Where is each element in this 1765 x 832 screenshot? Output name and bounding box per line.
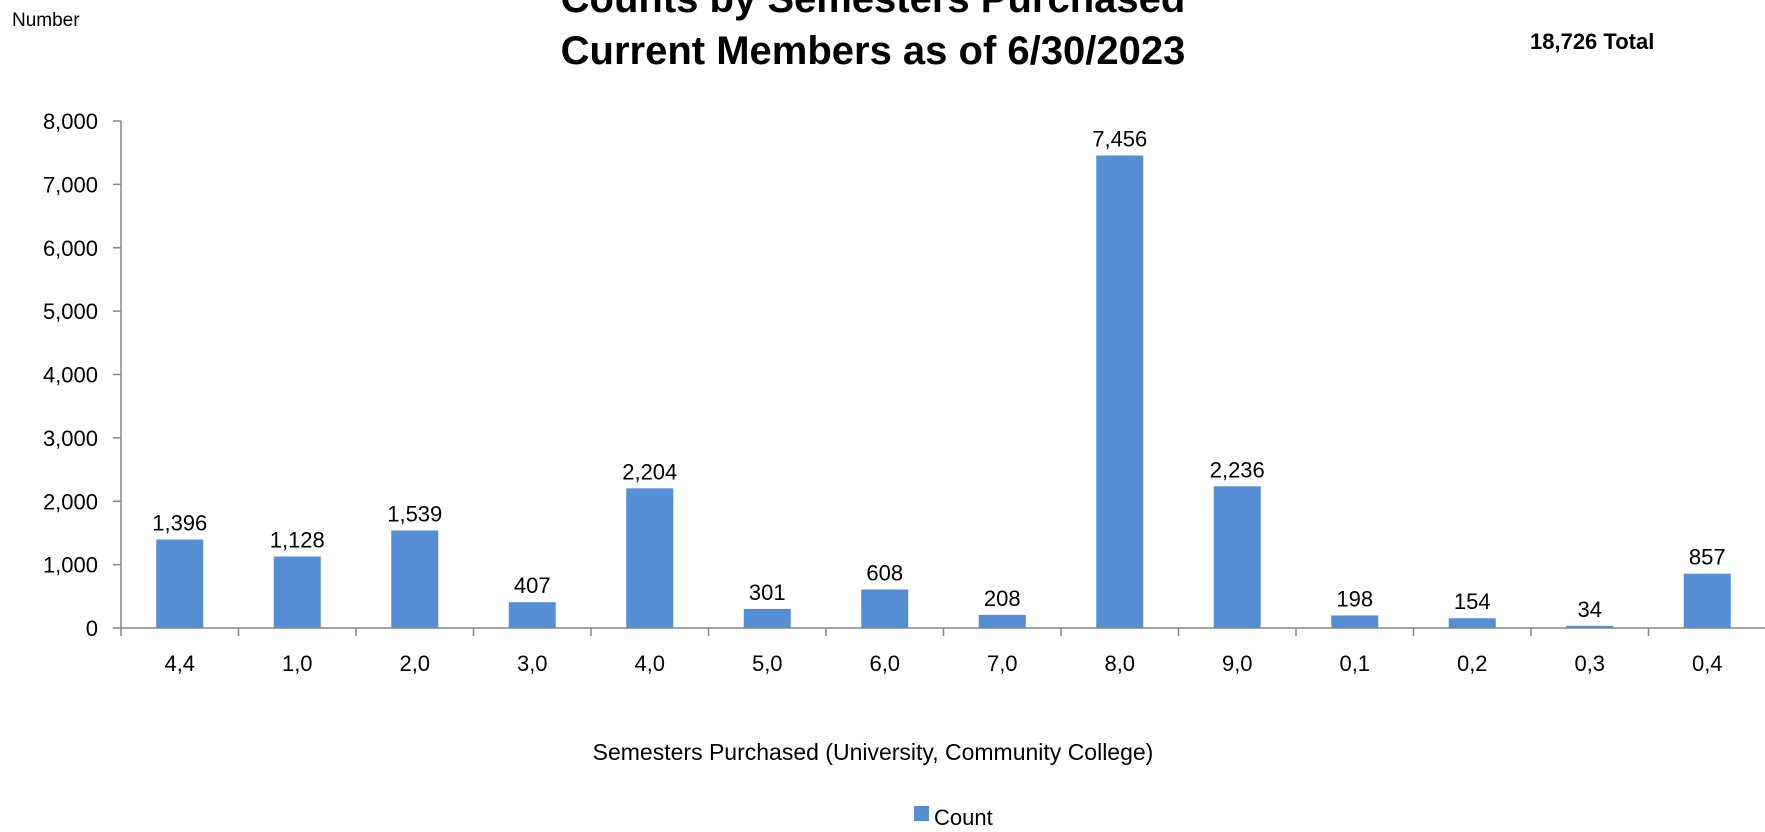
x-tick-label: 3,0 — [517, 651, 548, 676]
bar — [156, 539, 204, 628]
x-axis: 4,4 1,0 2,0 3,0 4,0 5,0 6,0 7,0 8,0 9,0 0,1 0,2 0,3 0… — [120, 627, 1765, 676]
x-tick-label: 5,0 — [752, 651, 783, 676]
y-tick-label: 1,000 — [43, 553, 98, 578]
bar-series — [156, 155, 1731, 628]
x-tick-label: 8,0 — [1104, 651, 1135, 676]
chart-title-line1: Counts by Semesters Purchased — [561, 0, 1186, 21]
bar-value-label: 1,396 — [152, 511, 207, 536]
bar — [273, 556, 321, 628]
bar-value-label: 198 — [1336, 586, 1373, 611]
bar-value-label: 2,204 — [622, 459, 677, 484]
bar-value-label: 154 — [1454, 589, 1491, 614]
bar-value-label: 1,539 — [387, 501, 442, 526]
x-tick-label: 0,1 — [1339, 651, 1370, 676]
y-tick-label: 8,000 — [43, 109, 98, 134]
legend-swatch — [914, 806, 929, 821]
x-tick-label: 2,0 — [399, 651, 430, 676]
bar-value-label: 2,236 — [1210, 457, 1265, 482]
legend: Count — [914, 805, 993, 830]
bar — [391, 530, 439, 628]
total-label: 18,726 Total — [1530, 29, 1654, 54]
y-tick-label: 7,000 — [43, 172, 98, 197]
y-tick-label: 5,000 — [43, 299, 98, 324]
bar — [743, 608, 791, 628]
bar-value-label: 857 — [1689, 545, 1726, 570]
x-tick-label: 7,0 — [987, 651, 1018, 676]
bar — [1213, 486, 1261, 628]
bar-value-label: 34 — [1578, 597, 1602, 622]
data-labels: 1,396 1,128 1,539 407 2,204 301 608 208 7,456 2,2… — [152, 126, 1725, 621]
bar — [1683, 573, 1731, 628]
bar — [1566, 625, 1614, 628]
x-axis-label: Semesters Purchased (University, Communi… — [593, 739, 1154, 765]
x-tick-label: 0,3 — [1574, 651, 1605, 676]
y-tick-label: 4,000 — [43, 363, 98, 388]
x-tick-label: 1,0 — [282, 651, 313, 676]
x-tick-label: 0,4 — [1692, 651, 1723, 676]
x-tick-label: 0,2 — [1457, 651, 1488, 676]
y-tick-label: 3,000 — [43, 426, 98, 451]
bar-value-label: 1,128 — [270, 528, 325, 553]
y-tick-label: 0 — [86, 616, 98, 641]
bar-value-label: 407 — [514, 573, 551, 598]
bar — [861, 589, 909, 628]
bar-value-label: 7,456 — [1092, 126, 1147, 151]
chart-title: Counts by Semesters Purchased Current Me… — [561, 0, 1186, 73]
x-tick-label: 4,4 — [164, 651, 195, 676]
bar — [1448, 618, 1496, 628]
chart-title-line2: Current Members as of 6/30/2023 — [561, 29, 1186, 73]
y-tick-label: 6,000 — [43, 236, 98, 261]
legend-label: Count — [934, 805, 993, 830]
bar — [1331, 615, 1379, 628]
bar-value-label: 608 — [866, 560, 903, 585]
bar — [1096, 155, 1144, 628]
bar — [508, 602, 556, 628]
bar-value-label: 208 — [984, 586, 1021, 611]
y-axis: 0 1,000 2,000 3,000 4,000 5,000 6,000 7,000 8,00… — [43, 109, 122, 641]
bar — [626, 488, 674, 628]
bar-value-label: 301 — [749, 580, 786, 605]
x-tick-label: 6,0 — [869, 651, 900, 676]
y-tick-label: 2,000 — [43, 489, 98, 514]
x-tick-label: 9,0 — [1222, 651, 1253, 676]
y-axis-label: Number — [12, 10, 80, 31]
x-tick-label: 4,0 — [634, 651, 665, 676]
bar — [978, 614, 1026, 628]
